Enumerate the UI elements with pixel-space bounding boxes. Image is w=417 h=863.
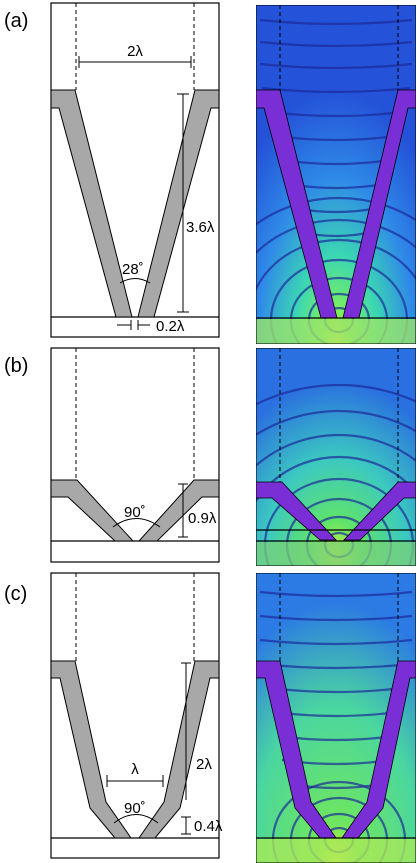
angle-arc-c (113, 814, 159, 824)
aperture-label: 2λ (127, 43, 143, 60)
height-label: 3.6λ (186, 219, 215, 236)
angle-label: 28˚ (122, 261, 144, 278)
panel-a-frame (50, 2, 220, 338)
height-label-b: 0.9λ (188, 510, 217, 527)
angle-label-b: 90˚ (124, 504, 146, 521)
gap-label: 0.2λ (156, 318, 185, 335)
angle-arc (119, 278, 151, 284)
angle-label-c: 90˚ (124, 800, 146, 817)
panel-c-schematic: (c) λ 90˚ 2λ 0.4λ (4, 572, 223, 859)
panel-b-frame (50, 347, 220, 563)
width-label-c: λ (131, 761, 139, 778)
panel-a-label: (a) (4, 10, 28, 32)
horn-wall-left (50, 89, 133, 318)
panel-b-simulation (256, 348, 416, 566)
horn-wall-right (137, 89, 220, 318)
horn-wall-left-c (50, 660, 132, 839)
panel-c-frame (50, 572, 220, 859)
lower-height-label-c: 0.4λ (194, 818, 223, 835)
panel-a-simulation (256, 5, 416, 344)
sim-wall-right-b (343, 481, 416, 541)
horn-wall-left-b (50, 479, 135, 542)
panel-a-schematic: (a) 2λ 3.6λ 28˚ 0.2λ (4, 2, 220, 338)
upper-height-label-c: 2λ (196, 756, 212, 773)
panel-c-label: (c) (4, 583, 27, 605)
panel-c-simulation (256, 573, 416, 863)
sim-wall-left-b (256, 481, 337, 541)
horn-wall-right-c (138, 660, 220, 839)
panel-b-schematic: (b) 90˚ 0.9λ (4, 347, 220, 563)
angle-arc-b (112, 518, 161, 528)
panel-b-label: (b) (4, 355, 28, 377)
